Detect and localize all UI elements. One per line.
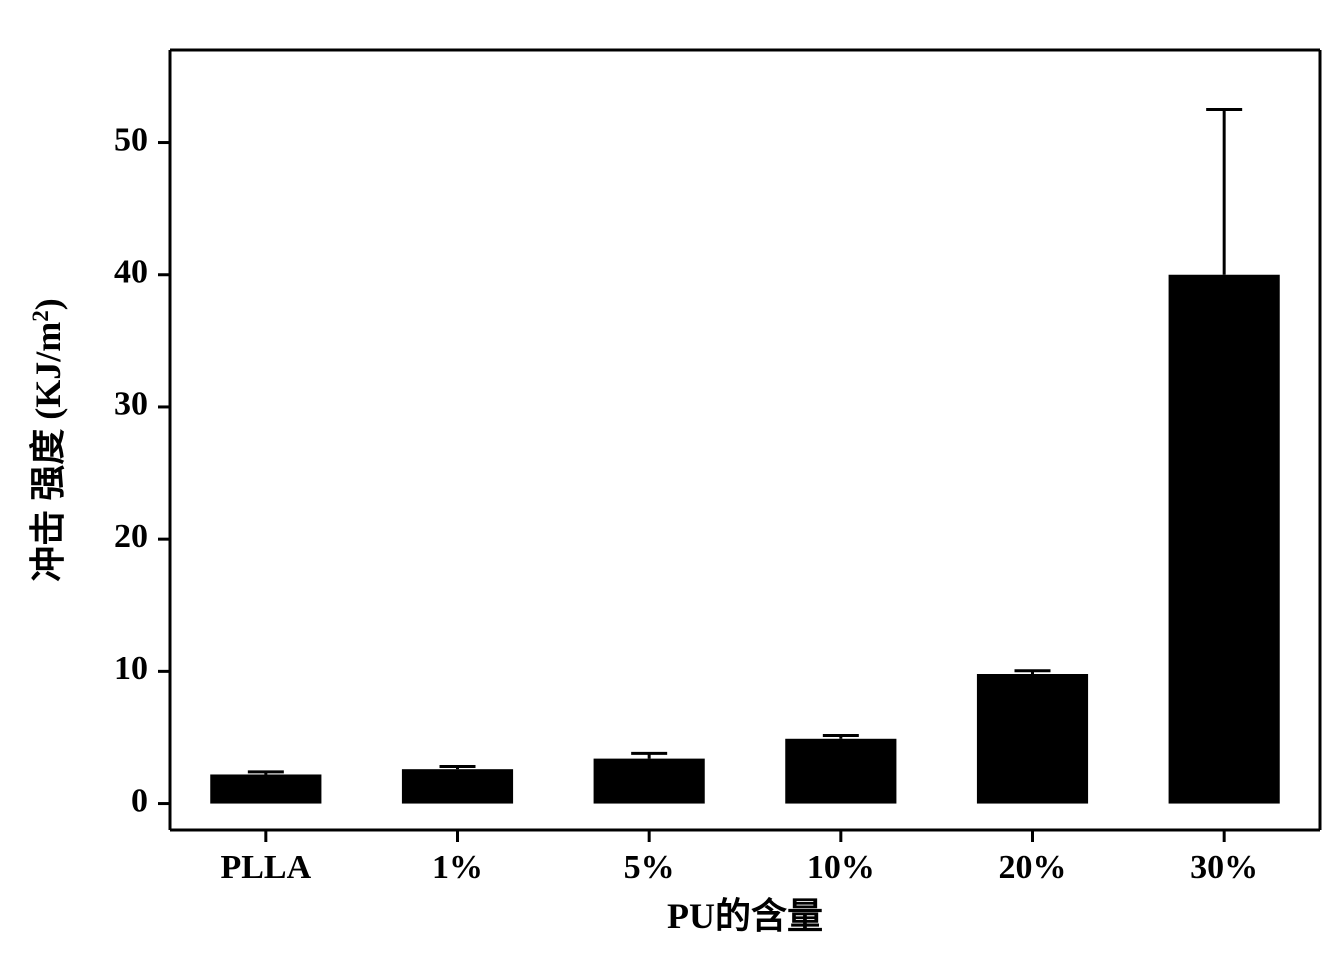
x-tick-label: PLLA xyxy=(220,849,311,886)
x-tick-label: 30% xyxy=(1190,849,1258,886)
x-tick-label: 20% xyxy=(999,849,1067,886)
bar xyxy=(1169,275,1280,804)
x-tick-label: 10% xyxy=(807,849,875,886)
bar xyxy=(977,674,1088,804)
y-tick-label: 20 xyxy=(114,518,148,555)
x-tick-label: 5% xyxy=(624,849,675,886)
y-axis-title: 冲击 强度 (KJ/m2) xyxy=(28,298,69,581)
y-tick-label: 40 xyxy=(114,254,148,291)
chart-svg: 0 10 20 30 40 50 PLLA 1% 5% 10% 20% 30% 冲击 强度 (KJ/m2… xyxy=(20,20,1341,953)
bar xyxy=(594,759,705,804)
y-tick-label: 10 xyxy=(114,650,148,687)
y-tick-label: 0 xyxy=(131,782,148,819)
x-tick-label: 1% xyxy=(432,849,483,886)
x-axis-title: PU的含量 xyxy=(667,896,823,936)
bar xyxy=(402,769,513,803)
y-tick-label: 30 xyxy=(114,386,148,423)
bar-chart: 0 10 20 30 40 50 PLLA 1% 5% 10% 20% 30% 冲击 强度 (KJ/m2… xyxy=(20,20,1341,953)
bar xyxy=(785,739,896,804)
y-tick-label: 50 xyxy=(114,121,148,158)
bar xyxy=(210,774,321,803)
